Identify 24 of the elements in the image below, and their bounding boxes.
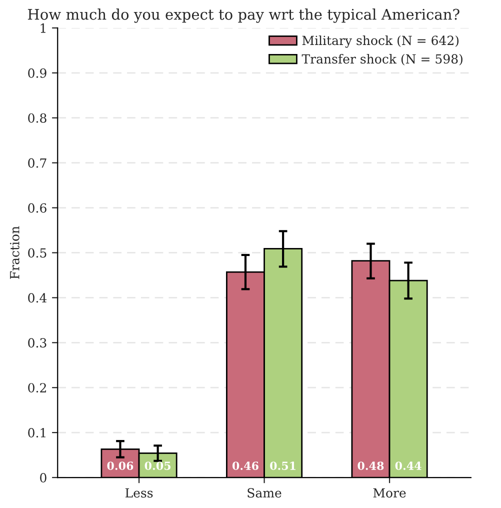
x-tick-label: More — [373, 488, 406, 498]
x-tick-label: Less — [125, 488, 153, 498]
y-tick-label: 0.9 — [28, 68, 46, 78]
x-tick-label: Same — [248, 488, 282, 498]
y-tick-label: 1 — [40, 23, 46, 33]
chart-title: How much do you expect to pay wrt the typical American? — [28, 8, 460, 23]
legend-label: Military shock (N = 642) — [302, 35, 459, 48]
y-tick-label: 0 — [40, 472, 46, 482]
y-tick-label: 0.8 — [28, 113, 46, 123]
y-tick-label: 0.1 — [28, 428, 46, 438]
data-label: 0.46 — [232, 462, 258, 470]
data-label: 0.48 — [358, 462, 384, 470]
data-label: 0.06 — [107, 462, 134, 470]
y-tick-label: 0.4 — [28, 293, 47, 303]
y-tick-label: 0.7 — [28, 158, 46, 168]
data-label: 0.44 — [395, 462, 422, 470]
y-tick-label: 0.3 — [28, 338, 46, 348]
y-axis-title: Fraction — [10, 226, 20, 279]
legend-label: Transfer shock (N = 598) — [302, 54, 462, 66]
data-label: 0.05 — [144, 462, 171, 470]
data-label: 0.51 — [270, 462, 296, 470]
y-tick-label: 0.2 — [28, 383, 46, 393]
y-tick-label: 0.6 — [28, 203, 46, 213]
y-tick-label: 0.5 — [28, 248, 46, 258]
